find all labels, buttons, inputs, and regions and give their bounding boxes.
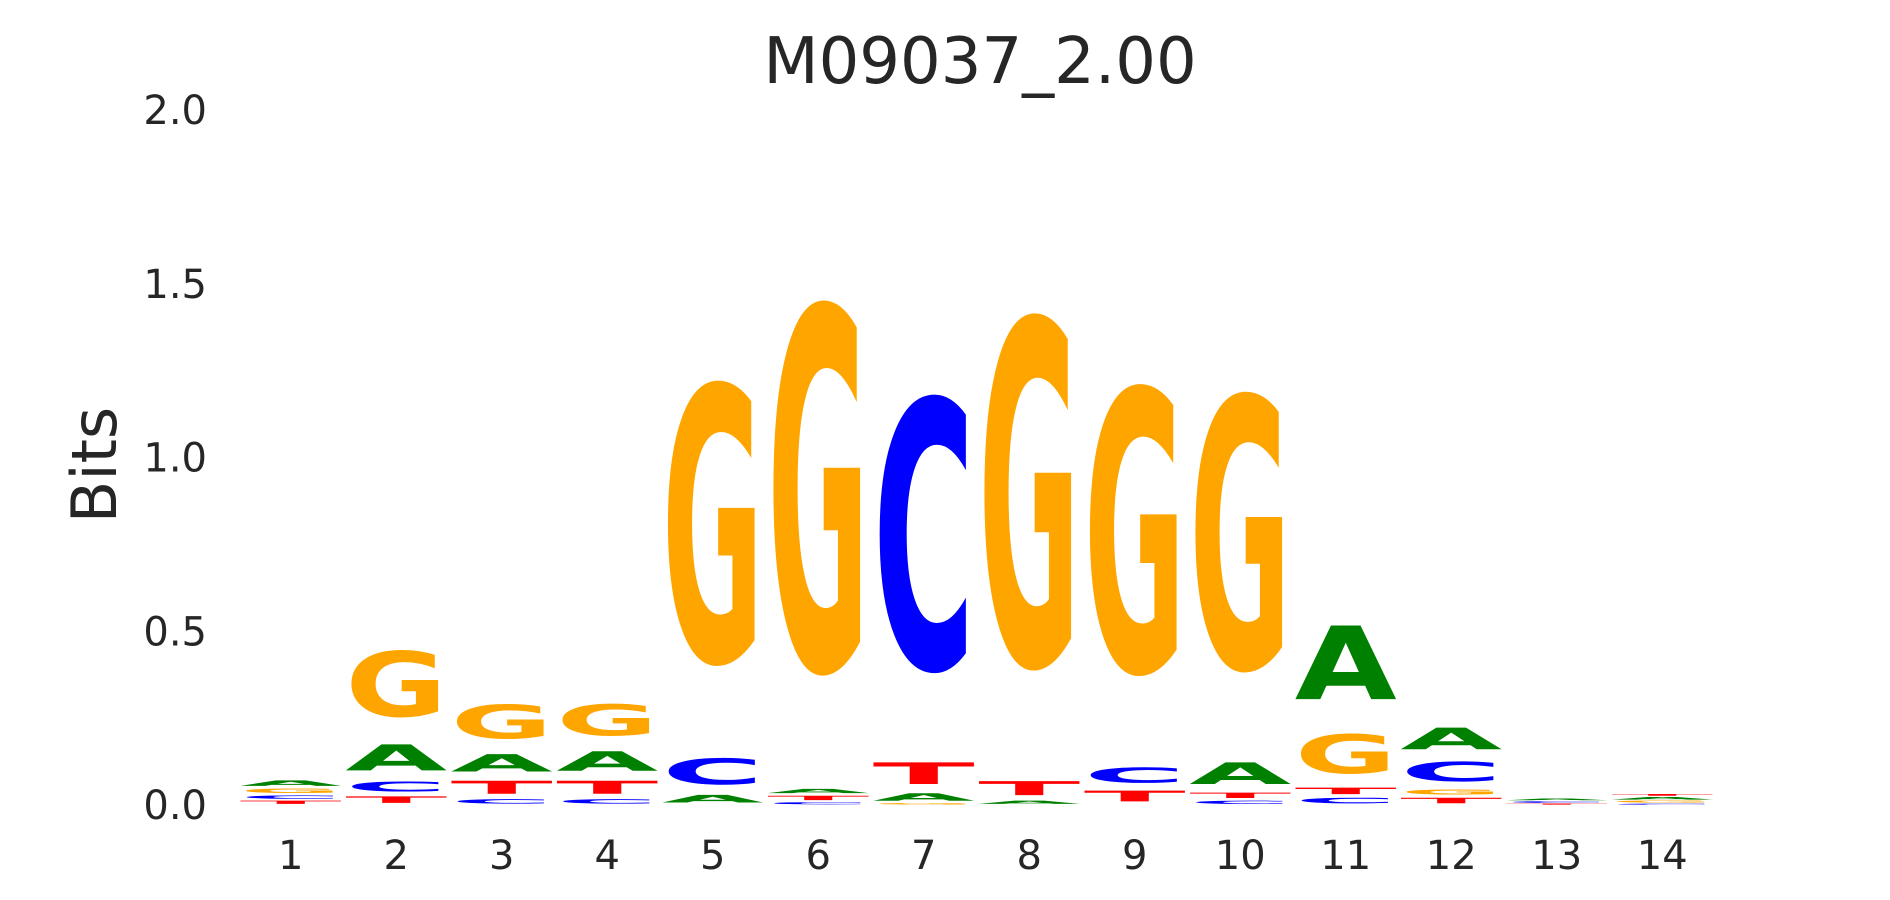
logo-letter-g: G: [451, 696, 553, 750]
logo-letter-t: T: [1295, 786, 1397, 796]
logo-letter-c: C: [1506, 801, 1608, 803]
logo-position-stack: TCG: [1084, 313, 1186, 806]
logo-letter-a: A: [1400, 722, 1502, 757]
logo-letter-c: C: [1400, 756, 1502, 787]
logo-letter-g: G: [873, 803, 975, 805]
y-tick-label: 2.0: [143, 88, 207, 134]
logo-letter-t: T: [1506, 803, 1608, 805]
y-tick-label: 1.5: [143, 262, 207, 308]
logo-letter-t: T: [978, 777, 1080, 799]
logo-position-stack: ATG: [978, 226, 1080, 805]
logo-letter-c: C: [767, 802, 869, 805]
x-tick-label: 13: [1531, 833, 1582, 879]
logo-letter-a: A: [1189, 756, 1291, 791]
x-tick-label: 1: [278, 833, 303, 879]
logo-letter-c: C: [1189, 800, 1291, 805]
logo-position-stack: TCA: [1506, 798, 1608, 805]
logo-letter-g: G: [1295, 723, 1397, 786]
logo-letter-c: C: [662, 751, 764, 792]
logo-letter-c: C: [1295, 796, 1397, 805]
logo-letter-a: A: [556, 746, 659, 777]
logo-letter-t: T: [873, 757, 975, 791]
logo-letter-g: G: [662, 311, 764, 750]
logo-letter-t: T: [767, 795, 869, 802]
chart-title: M09037_2.00: [763, 25, 1196, 99]
x-tick-label: 8: [1017, 833, 1042, 879]
logo-letter-t: T: [240, 800, 342, 805]
logo-position-stack: ACG: [662, 311, 764, 805]
x-tick-label: 3: [489, 833, 514, 879]
logo-letter-c: C: [451, 798, 553, 805]
logo-letter-a: A: [767, 788, 869, 795]
x-tick-label: 4: [595, 833, 620, 879]
y-tick-label: 0.5: [143, 609, 207, 655]
logo-letter-t: T: [556, 777, 659, 798]
logo-letter-a: A: [662, 793, 764, 805]
x-tick-label: 5: [700, 833, 725, 879]
logo-letter-t: T: [345, 795, 447, 805]
y-tick-label: 0.0: [143, 783, 207, 829]
x-tick-label: 10: [1215, 833, 1266, 879]
logo-letter-g: G: [1611, 800, 1713, 803]
logo-letter-g: G: [767, 209, 869, 787]
x-tick-label: 7: [911, 833, 936, 879]
x-tick-label: 11: [1320, 833, 1371, 879]
logo-letter-c: C: [1611, 803, 1713, 805]
logo-letter-g: G: [978, 226, 1080, 776]
logo-letter-c: C: [873, 327, 975, 756]
x-axis-ticks: 1 2 3 4 5 6 7 8 9 10 11 12 13 14: [278, 833, 1688, 879]
logo-letter-c: C: [556, 798, 658, 805]
x-tick-label: 12: [1426, 833, 1477, 879]
logo-letter-t: T: [451, 777, 554, 798]
logo-letter-g: G: [240, 788, 342, 795]
logo-letter-a: A: [873, 791, 975, 803]
logo-letter-g: G: [1189, 324, 1291, 756]
logo-letter-c: C: [345, 779, 447, 795]
logo-letter-a: A: [451, 750, 553, 778]
logo-letter-a: A: [240, 779, 342, 788]
x-tick-label: 6: [806, 833, 831, 879]
logo-stacks: TCGATCAGCTAGCTAGACGCTAGGATCATGTCGCTAGCTG…: [240, 209, 1713, 805]
y-axis-label: Bits: [58, 407, 131, 523]
logo-letter-t: T: [1400, 796, 1502, 805]
logo-letter-c: C: [240, 795, 342, 800]
logo-letter-a: A: [978, 800, 1080, 805]
y-axis-ticks: 0.0 0.5 1.0 1.5 2.0: [143, 88, 207, 829]
logo-letter-g: G: [556, 696, 658, 746]
logo-letter-a: A: [1611, 796, 1713, 800]
x-tick-label: 14: [1637, 833, 1688, 879]
logo-letter-g: G: [1084, 313, 1186, 763]
y-tick-label: 1.0: [143, 436, 207, 482]
logo-letter-t: T: [1084, 788, 1186, 805]
logo-letter-a: A: [1295, 605, 1397, 723]
logo-letter-a: A: [345, 737, 447, 779]
logo-letter-t: T: [1189, 791, 1291, 800]
x-tick-label: 9: [1122, 833, 1147, 879]
logo-letter-t: T: [1611, 794, 1713, 797]
logo-letter-g: G: [345, 634, 447, 737]
logo-letter-g: G: [1400, 788, 1502, 797]
x-tick-label: 2: [384, 833, 409, 879]
logo-letter-c: C: [1084, 764, 1186, 788]
logo-letter-a: A: [1506, 798, 1608, 801]
